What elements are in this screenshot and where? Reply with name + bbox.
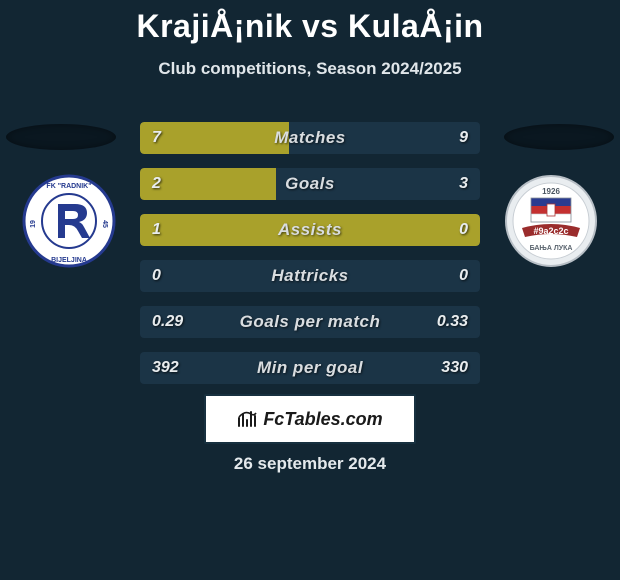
team2-badge: 1926 #9a2c2c БАЊА ЛУКА [504,174,598,268]
stat-label: Hattricks [140,266,480,286]
brand-icon [237,408,259,430]
page-title: KrajiÅ¡nik vs KulaÅ¡in [0,0,620,45]
date-text: 26 september 2024 [0,454,620,474]
subtitle: Club competitions, Season 2024/2025 [0,59,620,79]
stat-row: 0.290.33Goals per match [140,306,480,338]
brand-text: FcTables.com [237,408,382,430]
stat-label: Assists [140,220,480,240]
stat-row: 23Goals [140,168,480,200]
team1-badge: FK "RADNIK" BIJELJINA 19 45 [22,174,116,268]
stat-label: Min per goal [140,358,480,378]
team1-badge-svg: FK "RADNIK" BIJELJINA 19 45 [22,174,116,268]
brand-box: FcTables.com [204,394,416,444]
stat-row: 10Assists [140,214,480,246]
team2-badge-banner-text: #9a2c2c [533,226,568,236]
team1-badge-top-text: FK "RADNIK" [46,183,91,190]
brand-label: FcTables.com [263,409,382,430]
stat-row: 392330Min per goal [140,352,480,384]
team2-badge-sub-text: БАЊА ЛУКА [530,245,573,252]
svg-text:45: 45 [101,220,108,228]
stat-label: Matches [140,128,480,148]
team1-badge-bottom-text: BIJELJINA [51,257,87,264]
svg-text:19: 19 [30,220,37,228]
team2-badge-year: 1926 [542,187,560,196]
stat-label: Goals per match [140,312,480,332]
stats-container: 79Matches 23Goals 10Assists 00Hattricks 0.29… [140,122,480,398]
badge-shadow-right [504,124,614,150]
stat-row: 00Hattricks [140,260,480,292]
badge-shadow-left [6,124,116,150]
stat-label: Goals [140,174,480,194]
stat-row: 79Matches [140,122,480,154]
team2-badge-svg: 1926 #9a2c2c БАЊА ЛУКА [504,174,598,268]
